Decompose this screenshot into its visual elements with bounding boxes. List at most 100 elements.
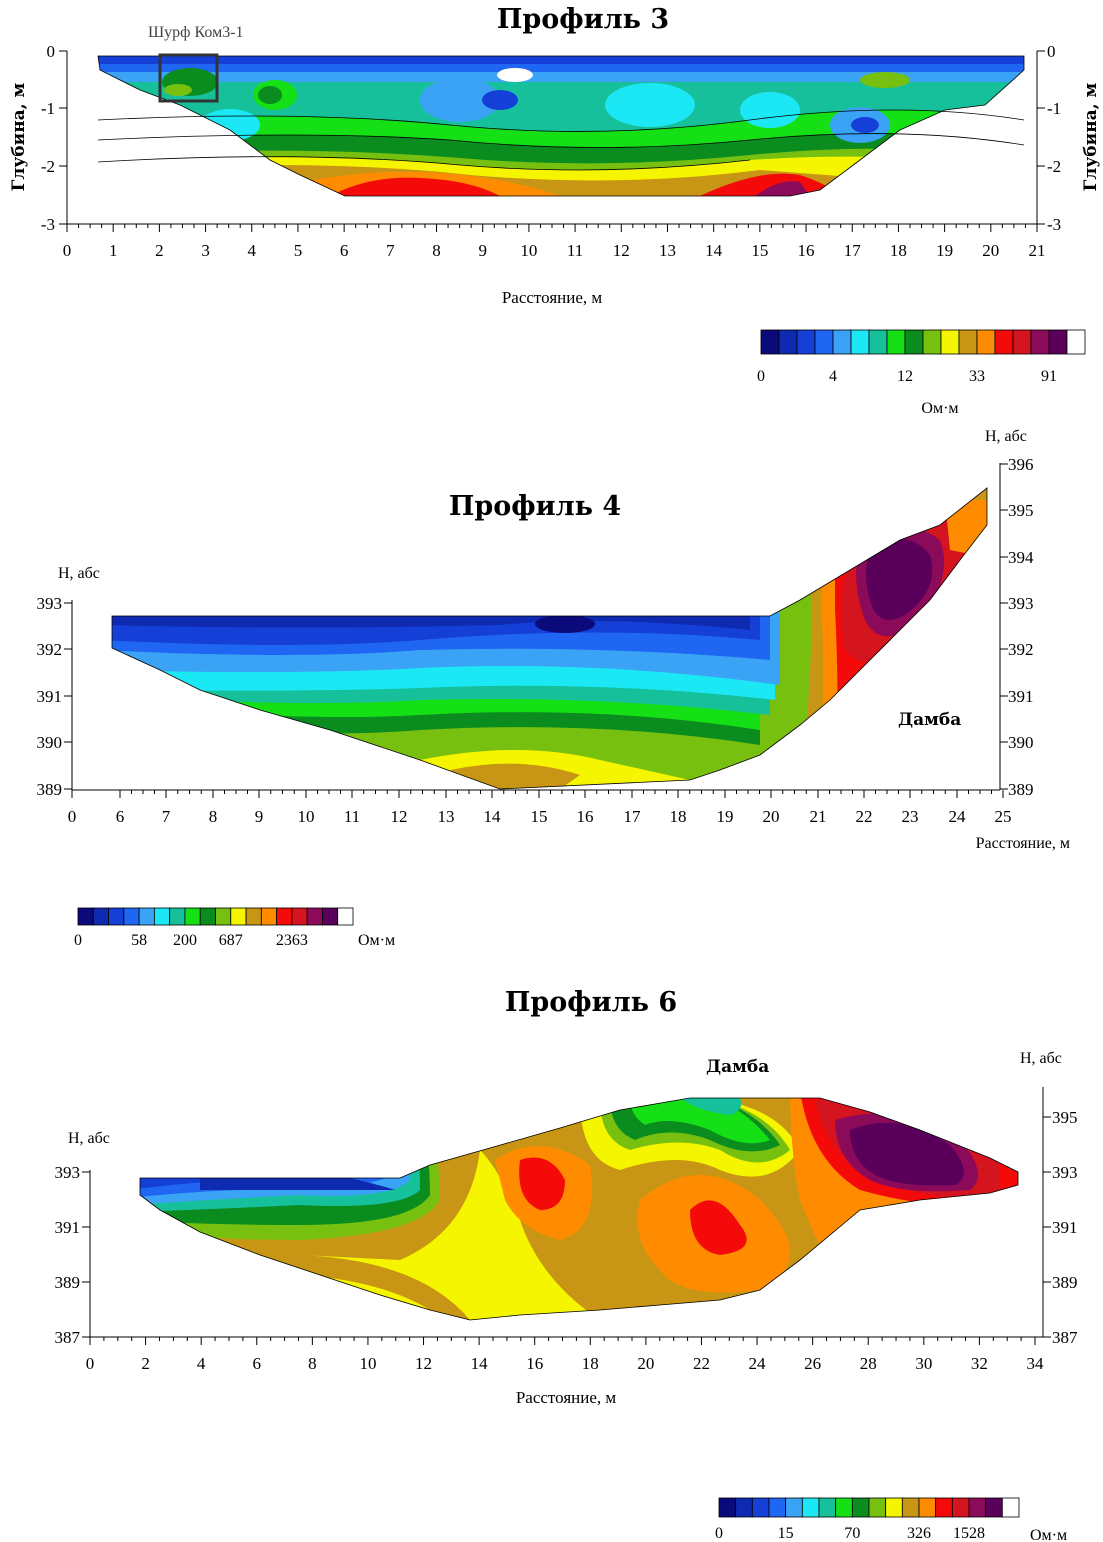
colorbar-swatch (985, 1497, 1003, 1518)
colorbar-swatch (735, 1497, 753, 1518)
x-tick-label: 10 (359, 1354, 376, 1373)
colorbar-swatch (796, 329, 816, 355)
profile-6-y-ticks: 393 391 389 387 395 393 391 389 387 (55, 1108, 1079, 1347)
colorbar-swatch (153, 907, 171, 926)
profile-3-ylabel-right: Глубина, м (1081, 82, 1101, 191)
x-tick-label: 3 (201, 241, 210, 260)
y-tick-label: -2 (41, 157, 55, 176)
x-tick-label: 9 (478, 241, 487, 260)
x-tick-label: 15 (531, 807, 548, 826)
x-tick-label: 1 (109, 241, 118, 260)
x-tick-label: 6 (116, 807, 125, 826)
x-tick-label: 12 (391, 807, 408, 826)
profile-4: Профиль 4 H, абс H, абс (37, 428, 1071, 949)
y-tick-label-right: 393 (1052, 1163, 1078, 1182)
y-tick-label: 389 (55, 1273, 81, 1292)
x-tick-label: 30 (915, 1354, 932, 1373)
colorbar-label: 12 (897, 368, 913, 385)
dam-label-profile-6: Дамба (706, 1057, 769, 1077)
x-tick-label: 14 (705, 241, 723, 260)
profile-4-title: Профиль 4 (449, 491, 621, 522)
x-tick-label: 15 (751, 241, 768, 260)
y-tick-label-right: 0 (1047, 42, 1056, 61)
y-tick-label-right: -2 (1047, 157, 1061, 176)
colorbar-swatch (760, 329, 780, 355)
colorbar-swatch (337, 907, 354, 926)
profile-6-xlabel: Расстояние, м (516, 1388, 617, 1407)
profile-4-ylabel-left: H, абс (58, 565, 100, 582)
colorbar-swatch (951, 1497, 970, 1518)
colorbar-swatch (77, 907, 94, 926)
x-tick-label: 12 (613, 241, 630, 260)
profile-3: Профиль 3 (9, 4, 1101, 417)
x-tick-label: 8 (308, 1354, 317, 1373)
colorbar-swatch (901, 1497, 920, 1518)
x-tick-label: 0 (86, 1354, 95, 1373)
x-tick-label: 16 (577, 807, 594, 826)
colorbar-swatch (994, 329, 1014, 355)
profile-4-ylabel-right: H, абс (985, 428, 1027, 445)
colorbar-swatch (322, 907, 339, 926)
x-tick-label: 10 (520, 241, 537, 260)
colorbar-swatch (138, 907, 155, 926)
profile-4-colorbar-unit: Ом·м (358, 932, 395, 949)
colorbar-label: 0 (74, 932, 82, 949)
y-tick-label: 391 (55, 1218, 81, 1237)
colorbar-swatch (922, 329, 942, 355)
y-tick-label-right: 390 (1008, 733, 1034, 752)
y-tick-label-right: 395 (1008, 501, 1034, 520)
profile-3-axes: 0 1 2 3 4 5 6 7 8 9 10 11 12 13 14 15 16 17 18 19 20 21 0 0-1-… (41, 42, 1061, 260)
colorbar-label: 200 (173, 932, 197, 949)
colorbar-swatch (850, 329, 870, 355)
x-tick-label: 9 (255, 807, 264, 826)
profile-3-plot-body (97, 55, 1025, 197)
x-tick-label: 17 (624, 807, 642, 826)
colorbar-swatch (751, 1497, 770, 1518)
y-tick-label: 391 (37, 687, 63, 706)
colorbar-swatch (868, 329, 888, 355)
x-tick-label: 17 (844, 241, 862, 260)
colorbar-swatch (169, 907, 186, 926)
x-tick-label: 22 (693, 1354, 710, 1373)
profile-6-axes: 0 2 4 6 8 10 12 14 16 18 20 22 24 26 28 30 32 34 39339138… (55, 1087, 1079, 1373)
x-tick-label: 14 (471, 1354, 489, 1373)
y-tick-label: 393 (37, 594, 63, 613)
colorbar-swatch (778, 329, 798, 355)
colorbar-swatch (935, 1497, 953, 1518)
profile-6-plot-body (139, 1097, 1019, 1321)
x-tick-label: 25 (995, 807, 1012, 826)
colorbar-swatch (199, 907, 216, 926)
profile-4-y-ticks: 393 392 391 390 389 396 395 394 393 392 391 390 389 (37, 455, 1035, 799)
x-tick-label: 21 (1029, 241, 1046, 260)
colorbar-swatch (940, 329, 960, 355)
y-tick-label-right: 393 (1008, 594, 1034, 613)
x-tick-label: 11 (567, 241, 583, 260)
profile-4-xlabel: Расстояние, м (976, 835, 1070, 852)
profile-6: Профиль 6 Дамба H, абс H, абс (55, 987, 1079, 1542)
y-tick-label: 387 (55, 1328, 81, 1347)
colorbar-swatch (1001, 1497, 1020, 1518)
colorbar-swatch (904, 329, 924, 355)
y-tick-label: -1 (41, 99, 55, 118)
x-tick-label: 0 (68, 807, 77, 826)
colorbar-swatch (851, 1497, 870, 1518)
colorbar-label: 1528 (953, 1525, 985, 1542)
profile-3-colorbar-unit: Ом·м (921, 400, 958, 417)
colorbar-swatch (832, 329, 852, 355)
y-tick-label: -3 (41, 215, 55, 234)
colorbar-swatch (276, 907, 293, 926)
y-tick-label-right: 391 (1052, 1218, 1078, 1237)
x-tick-label: 7 (386, 241, 395, 260)
colorbar-label: 15 (778, 1525, 794, 1542)
x-tick-label: 4 (248, 241, 257, 260)
x-tick-label: 18 (670, 807, 687, 826)
x-tick-label: 16 (526, 1354, 543, 1373)
colorbar-swatch (108, 907, 125, 926)
x-tick-label: 10 (298, 807, 315, 826)
profile-6-colorbar-unit: Ом·м (1030, 1527, 1067, 1542)
profile-6-title: Профиль 6 (505, 987, 677, 1018)
colorbar-label: 687 (219, 932, 243, 949)
y-tick-label-right: 391 (1008, 687, 1034, 706)
profile-3-title: Профиль 3 (497, 4, 669, 35)
y-tick-label-right: 387 (1052, 1328, 1078, 1347)
